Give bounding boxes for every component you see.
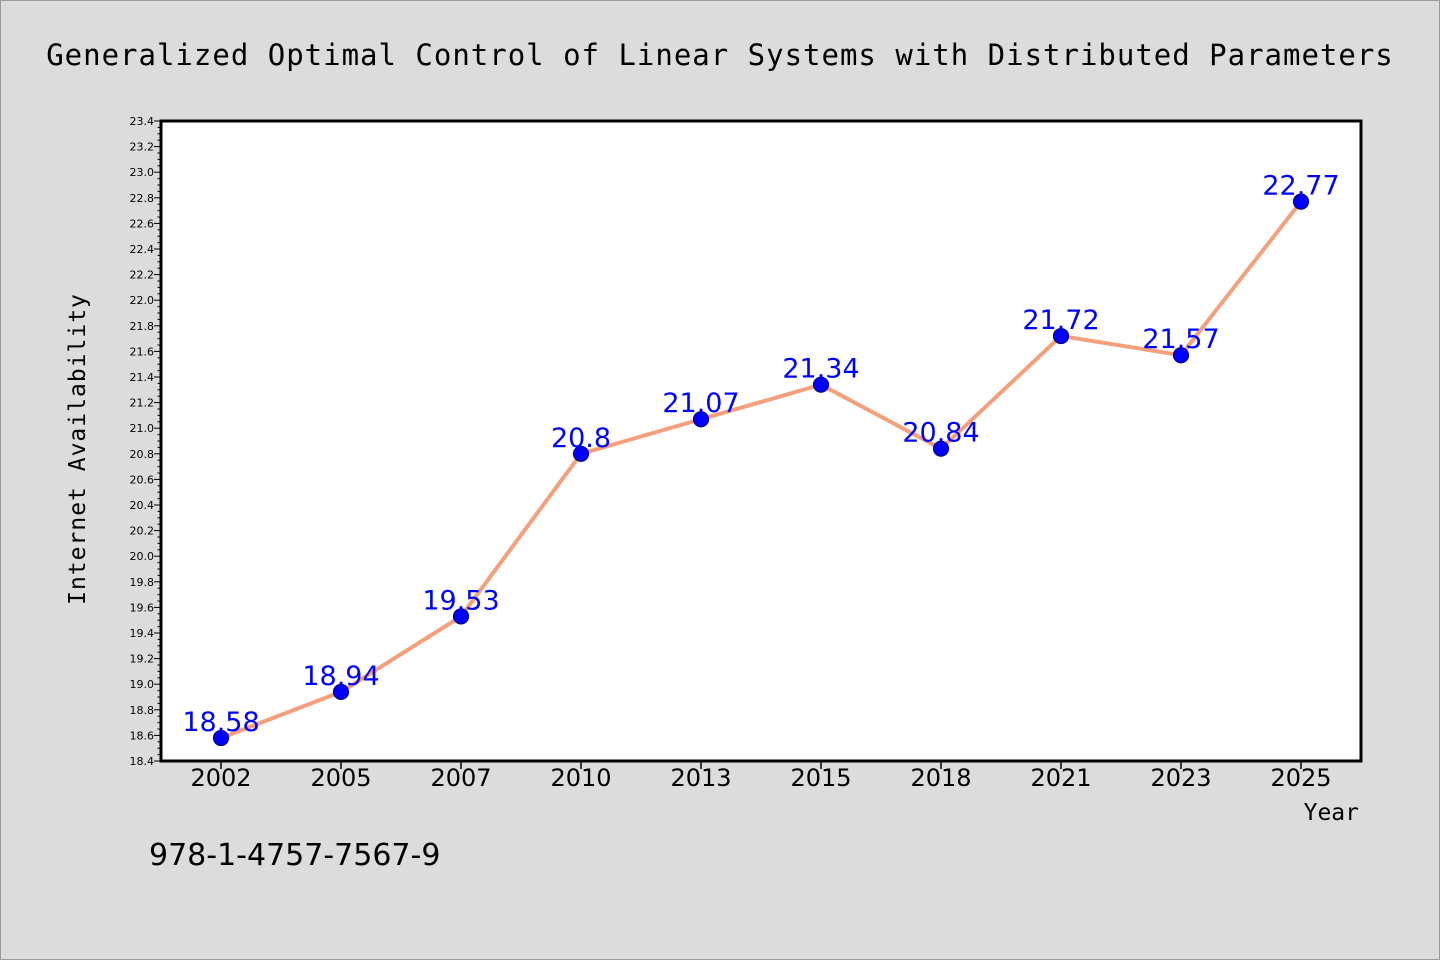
data-labels: 18.58 18.94 19.53 20.8 21.07 21.34 20.84 21.72 2… (182, 171, 1339, 738)
data-label: 21.57 (1142, 324, 1219, 355)
y-tick-label: 19.0 (130, 678, 155, 691)
y-tick-label: 22.2 (130, 269, 155, 282)
data-label: 19.53 (422, 585, 499, 616)
data-point (572, 445, 590, 462)
y-tick-label: 19.2 (130, 653, 155, 666)
y-tick-label: 22.0 (130, 294, 155, 307)
y-tick-label: 21.0 (130, 422, 155, 435)
y-tick-label: 20.4 (130, 499, 155, 512)
x-tick-label: 2002 (190, 764, 251, 792)
x-tick-label: 2010 (550, 764, 611, 792)
y-tick-label: 20.2 (130, 525, 155, 538)
series-markers (212, 193, 1310, 747)
x-tick-label: 2018 (910, 764, 971, 792)
data-label: 21.07 (662, 388, 739, 419)
data-label: 18.94 (302, 661, 379, 692)
data-label: 18.58 (182, 707, 259, 738)
data-point (1052, 327, 1070, 345)
data-point (812, 376, 830, 393)
data-point (692, 411, 710, 428)
y-axis-label: Internet Availability (65, 293, 91, 605)
y-tick-label: 19.4 (130, 627, 155, 640)
plot-area (161, 121, 1361, 761)
y-tick-label: 21.6 (130, 345, 155, 358)
y-tick-label: 22.4 (130, 243, 155, 256)
data-label: 20.84 (902, 418, 979, 449)
y-tick-label: 21.4 (130, 371, 155, 384)
isbn-text: 978-1-4757-7567-9 (149, 838, 440, 873)
data-label: 20.8 (551, 423, 611, 454)
data-point (332, 683, 350, 700)
y-tick-label: 18.8 (130, 704, 155, 717)
chart-title: Generalized Optimal Control of Linear Sy… (46, 38, 1394, 72)
x-axis: 2002 2005 2007 2010 2013 2015 2018 2021 2023 2025 (190, 761, 1332, 792)
y-tick-label: 18.6 (130, 729, 155, 742)
y-tick-label: 21.2 (130, 397, 155, 410)
y-tick-label: 22.6 (130, 217, 155, 230)
plot-border (159, 119, 1363, 763)
y-tick-label: 20.6 (130, 473, 155, 486)
x-tick-label: 2025 (1270, 764, 1331, 792)
y-tick-label: 23.0 (130, 166, 155, 179)
y-tick-label: 19.8 (130, 576, 155, 589)
x-tick-label: 2005 (310, 764, 371, 792)
data-label: 22.77 (1262, 171, 1339, 202)
data-point (212, 729, 230, 747)
y-tick-label: 23.2 (130, 141, 155, 154)
x-tick-label: 2015 (790, 764, 851, 792)
data-point (1172, 347, 1190, 364)
x-tick-label: 2007 (430, 764, 491, 792)
data-label: 21.72 (1022, 305, 1099, 336)
y-tick-label: 18.4 (130, 755, 155, 768)
y-tick-label: 23.4 (130, 115, 155, 128)
x-axis-label: Year (1304, 800, 1359, 826)
x-tick-label: 2023 (1150, 764, 1211, 792)
y-axis: 18.4 18.6 18.8 19.0 19.2 19.4 19.6 19.8 20.0 20.2… (130, 115, 161, 768)
y-tick-label: 20.8 (130, 448, 155, 461)
data-point (932, 440, 950, 457)
series-line (219, 199, 1303, 740)
x-tick-label: 2013 (670, 764, 731, 792)
y-tick-label: 20.0 (130, 550, 155, 563)
data-label: 21.34 (782, 354, 859, 385)
data-point (452, 608, 470, 625)
y-tick-label: 19.6 (130, 601, 155, 614)
y-tick-label: 21.8 (130, 320, 155, 333)
data-point (1292, 193, 1310, 210)
x-tick-label: 2021 (1030, 764, 1091, 792)
y-tick-label: 22.8 (130, 192, 155, 205)
